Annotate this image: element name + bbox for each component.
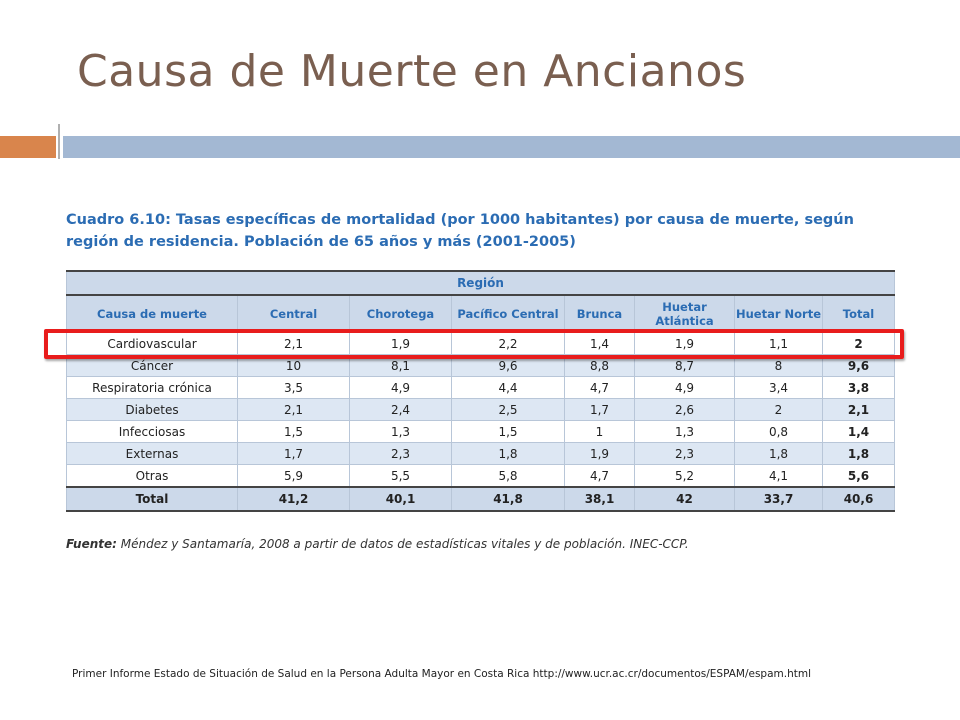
rate-cell: 2,1 <box>237 398 350 421</box>
cause-cell: Cáncer <box>66 354 238 377</box>
rate-cell: 1,4 <box>564 332 635 355</box>
rate-cell: 1,9 <box>349 332 452 355</box>
rate-cell: 4,7 <box>564 464 635 488</box>
column-header: Chorotega <box>349 294 452 333</box>
rate-cell: 1,3 <box>634 420 735 443</box>
table-row: Diabetes 2,1 2,4 2,5 1,7 2,6 2 2,1 <box>66 398 895 421</box>
source-text: Méndez y Santamaría, 2008 a partir de da… <box>120 537 689 551</box>
total-col-cell: 1,8 <box>822 442 895 465</box>
total-col-cell: 1,4 <box>822 420 895 443</box>
rate-cell: 4,4 <box>451 376 565 399</box>
total-cell: 33,7 <box>734 486 823 512</box>
table-row: Externas 1,7 2,3 1,8 1,9 2,3 1,8 1,8 <box>66 442 895 465</box>
accent-bar-orange <box>0 136 56 158</box>
accent-divider <box>58 124 60 159</box>
total-row: Total 41,2 40,1 41,8 38,1 42 33,7 40,6 <box>66 486 895 512</box>
rate-cell: 1,7 <box>564 398 635 421</box>
column-header-row: Causa de muerte Central Chorotega Pacífi… <box>66 294 895 333</box>
total-cell: 40,6 <box>822 486 895 512</box>
table-body: Cardiovascular 2,1 1,9 2,2 1,4 1,9 1,1 2 Cáncer 1… <box>66 332 895 488</box>
column-header: Causa de muerte <box>66 294 238 333</box>
rate-cell: 1,9 <box>564 442 635 465</box>
rate-cell: 4,7 <box>564 376 635 399</box>
rate-cell: 5,5 <box>349 464 452 488</box>
total-cell: 40,1 <box>349 486 452 512</box>
total-col-cell: 3,8 <box>822 376 895 399</box>
rate-cell: 1,3 <box>349 420 452 443</box>
rate-cell: 1,5 <box>237 420 350 443</box>
region-header: Región <box>66 270 895 296</box>
mortality-table: Región Causa de muerte Central Chorotega… <box>66 270 895 512</box>
rate-cell: 4,1 <box>734 464 823 488</box>
rate-cell: 2,3 <box>634 442 735 465</box>
rate-cell: 0,8 <box>734 420 823 443</box>
total-cell: 41,8 <box>451 486 565 512</box>
column-header: Huetar Norte <box>734 294 823 333</box>
table-row: Otras 5,9 5,5 5,8 4,7 5,2 4,1 5,6 <box>66 464 895 488</box>
total-cell: 41,2 <box>237 486 350 512</box>
rate-cell: 5,2 <box>634 464 735 488</box>
rate-cell: 4,9 <box>349 376 452 399</box>
rate-cell: 1 <box>564 420 635 443</box>
table-caption: Cuadro 6.10: Tasas específicas de mortal… <box>66 212 854 250</box>
rate-cell: 2,5 <box>451 398 565 421</box>
rate-cell: 1,7 <box>237 442 350 465</box>
column-header: Total <box>822 294 895 333</box>
source-label: Fuente: <box>66 537 117 551</box>
rate-cell: 1,1 <box>734 332 823 355</box>
cause-cell: Diabetes <box>66 398 238 421</box>
rate-cell: 5,9 <box>237 464 350 488</box>
rate-cell: 4,9 <box>634 376 735 399</box>
rate-cell: 8 <box>734 354 823 377</box>
footer-reference: Primer Informe Estado de Situación de Sa… <box>72 668 812 680</box>
cause-cell: Respiratoria crónica <box>66 376 238 399</box>
table-row: Cardiovascular 2,1 1,9 2,2 1,4 1,9 1,1 2 <box>66 332 895 355</box>
total-col-cell: 2,1 <box>822 398 895 421</box>
rate-cell: 5,8 <box>451 464 565 488</box>
rate-cell: 2,4 <box>349 398 452 421</box>
total-cell: 42 <box>634 486 735 512</box>
source-note: Fuente: Méndez y Santamaría, 2008 a part… <box>66 537 689 551</box>
total-cell: Total <box>66 486 238 512</box>
rate-cell: 3,5 <box>237 376 350 399</box>
slide-title: Causa de Muerte en Ancianos <box>77 46 747 97</box>
rate-cell: 2 <box>734 398 823 421</box>
column-header: Pacífico Central <box>451 294 565 333</box>
region-header-row: Región <box>66 270 895 296</box>
cause-cell: Otras <box>66 464 238 488</box>
rate-cell: 1,8 <box>451 442 565 465</box>
table-row: Respiratoria crónica 3,5 4,9 4,4 4,7 4,9 3,4 3,… <box>66 376 895 399</box>
accent-bar-blue <box>63 136 960 158</box>
rate-cell: 2,3 <box>349 442 452 465</box>
rate-cell: 1,5 <box>451 420 565 443</box>
total-col-cell: 5,6 <box>822 464 895 488</box>
rate-cell: 3,4 <box>734 376 823 399</box>
cause-cell: Infecciosas <box>66 420 238 443</box>
rate-cell: 10 <box>237 354 350 377</box>
total-cell: 38,1 <box>564 486 635 512</box>
column-header: Brunca <box>564 294 635 333</box>
table-row: Infecciosas 1,5 1,3 1,5 1 1,3 0,8 1,4 <box>66 420 895 443</box>
rate-cell: 2,6 <box>634 398 735 421</box>
rate-cell: 1,8 <box>734 442 823 465</box>
cause-cell: Externas <box>66 442 238 465</box>
highlight-box-cardiovascular <box>44 329 904 359</box>
rate-cell: 2,1 <box>237 332 350 355</box>
cause-cell: Cardiovascular <box>66 332 238 355</box>
rate-cell: 1,9 <box>634 332 735 355</box>
column-header: Huetar Atlántica <box>634 294 735 333</box>
column-header: Central <box>237 294 350 333</box>
